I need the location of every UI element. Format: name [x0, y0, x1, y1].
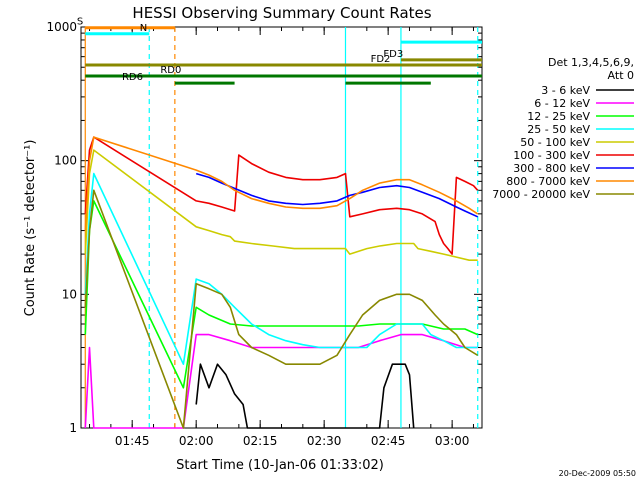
legend-label: 12 - 25 keV — [527, 110, 590, 123]
flag-label: FD3 — [383, 49, 403, 60]
series-line — [84, 136, 479, 231]
x-tick-label: 02:30 — [307, 434, 342, 448]
legend-label: 3 - 6 keV — [541, 84, 590, 97]
plot-frame — [80, 26, 483, 429]
series-line — [84, 333, 478, 429]
legend-header: Det 1,3,4,5,6,9, — [548, 56, 634, 69]
flag-label: S — [77, 17, 83, 28]
legend-label: 800 - 7000 keV — [506, 175, 590, 188]
series-line — [84, 149, 478, 262]
y-tick-label: 1 — [69, 421, 77, 435]
legend-label: 300 - 800 keV — [513, 162, 590, 175]
series-line — [84, 172, 478, 366]
plot-area: 1 10 100 1000 01:45 02:00 02:15 02:30 02:45 03:00… — [46, 17, 483, 448]
x-tick-label: 01:45 — [115, 434, 150, 448]
flag-label: N — [140, 23, 147, 34]
series-line — [84, 189, 479, 429]
x-tick-label: 03:00 — [435, 434, 470, 448]
x-tick-label: 02:45 — [371, 434, 406, 448]
legend-label: 7000 - 20000 keV — [492, 188, 590, 201]
x-axis-label: Start Time (10-Jan-06 01:33:02) — [176, 458, 384, 473]
y-axis-label: Count Rate (s⁻¹ detector⁻¹) — [23, 140, 38, 317]
legend-label: 100 - 300 keV — [513, 149, 590, 162]
series-line — [84, 200, 479, 389]
y-tick-label: 100 — [54, 154, 77, 168]
x-tick-label: 02:00 — [179, 434, 214, 448]
series-line — [195, 172, 479, 218]
legend-header: Att 0 — [608, 69, 634, 82]
legend-label: 25 - 50 keV — [527, 123, 590, 136]
y-tick-label: 1000 — [46, 20, 77, 34]
flag-label: FD2 — [371, 54, 391, 65]
flag-label: RD0 — [160, 65, 181, 76]
legend-label: 50 - 100 keV — [520, 136, 590, 149]
legend-label: 6 - 12 keV — [534, 97, 590, 110]
x-tick-label: 02:15 — [243, 434, 278, 448]
flag-label: RD6 — [122, 72, 143, 83]
y-tick-label: 10 — [62, 287, 77, 301]
series-line — [195, 363, 415, 429]
series-line — [84, 136, 479, 255]
chart-title: HESSI Observing Summary Count Rates — [132, 4, 431, 22]
footer-timestamp: 20-Dec-2009 05:50 — [559, 469, 636, 478]
